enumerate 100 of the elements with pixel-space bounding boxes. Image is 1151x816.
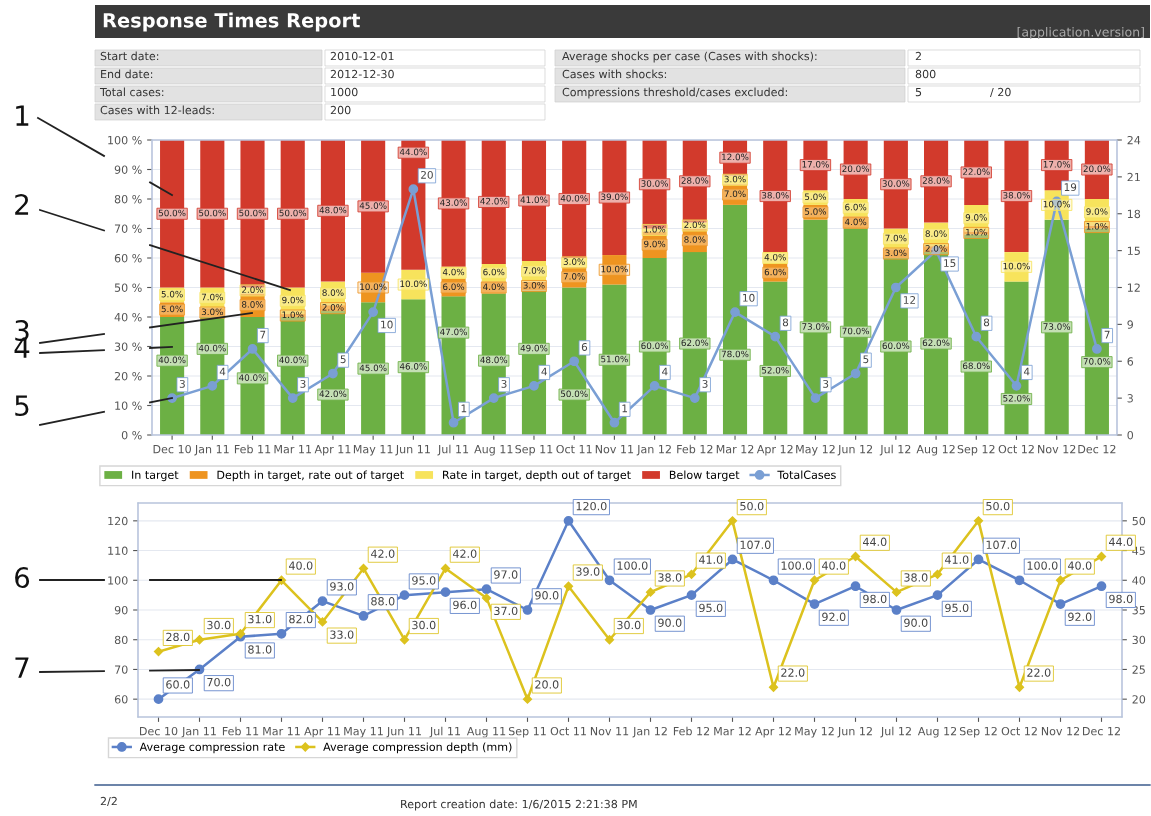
text: Start date: xyxy=(100,51,159,61)
data-label: 17.0% xyxy=(802,161,829,168)
text: 200 xyxy=(330,105,351,115)
text: 800 xyxy=(915,69,936,79)
y2-tick-label: 20 xyxy=(1132,695,1146,704)
data-label: 28.0% xyxy=(681,177,709,184)
data-label: 60.0% xyxy=(882,342,910,350)
data-label: 51.0% xyxy=(601,355,628,363)
data-label: 20.0% xyxy=(1083,165,1111,173)
data-label: 8.0% xyxy=(242,301,264,308)
x-tick-label: Jan 12 xyxy=(636,444,671,456)
data-label: 15 xyxy=(944,259,956,268)
data-label: 92.0 xyxy=(822,612,846,621)
y-tick-label: 120 xyxy=(108,516,128,526)
data-label: 73.0% xyxy=(1043,323,1071,330)
data-label: 5.0% xyxy=(805,193,827,201)
data-label: 49.0% xyxy=(520,344,548,352)
x-tick-label: Jun 12 xyxy=(837,726,872,738)
y-tick-label: 10 % xyxy=(115,401,142,410)
data-label: 3 xyxy=(702,379,708,388)
data-label: 30.0 xyxy=(617,620,641,630)
data-label: 93.0 xyxy=(330,582,354,591)
text: 5 xyxy=(915,87,922,97)
data-label: 22.0 xyxy=(781,668,805,677)
y-tick-label: 100 % xyxy=(108,135,142,145)
y-tick-label: 80 xyxy=(114,635,128,645)
x-tick-label: Apr 12 xyxy=(755,726,791,738)
y-tick-label: 90 xyxy=(114,605,128,615)
y2-tick-label: 3 xyxy=(1127,394,1133,403)
data-label: 107.0 xyxy=(986,540,1017,549)
text: 2 xyxy=(915,51,921,61)
data-label: 9.0% xyxy=(282,296,304,304)
data-label: 10.0% xyxy=(400,280,427,288)
data-label: 6.0% xyxy=(483,268,505,276)
data-label: 9.0% xyxy=(644,240,666,248)
x-tick-label: Aug 11 xyxy=(466,727,506,738)
data-label: 12 xyxy=(903,296,916,304)
legend-label: Below target xyxy=(669,470,740,482)
x-tick-label: Mar 12 xyxy=(716,444,754,454)
data-label: 7 xyxy=(260,330,266,339)
data-label: 38.0 xyxy=(904,573,928,582)
data-label: 40.0% xyxy=(279,356,307,364)
data-label: 100.0 xyxy=(781,561,812,570)
data-label: 42.0% xyxy=(319,390,347,398)
data-label: 20.0% xyxy=(842,165,870,173)
y-tick-label: 50 % xyxy=(114,283,142,292)
data-label: 41.0 xyxy=(698,555,723,564)
y2-tick-label: 18 xyxy=(1127,209,1141,219)
data-label: 42.0 xyxy=(370,549,395,558)
y2-tick-label: 0 xyxy=(1127,430,1134,440)
data-label: 4 xyxy=(662,367,668,376)
x-tick-label: Jun 11 xyxy=(386,727,421,738)
text: 2/2 xyxy=(100,796,117,807)
x-tick-label: Sep 11 xyxy=(515,444,553,456)
data-label: 96.0 xyxy=(453,600,477,610)
data-label: 95.0 xyxy=(412,576,436,585)
x-tick-label: Mar 12 xyxy=(714,726,751,736)
text: Total cases: xyxy=(99,87,164,97)
data-label: 70.0% xyxy=(842,327,870,335)
data-label: 82.0 xyxy=(289,614,313,624)
data-label: 31.0 xyxy=(248,614,272,624)
y-tick-label: 60 xyxy=(114,695,128,704)
data-label: 90.0 xyxy=(658,618,682,627)
data-label: 19 xyxy=(1064,183,1077,192)
x-tick-label: May 12 xyxy=(795,726,834,738)
y2-tick-label: 21 xyxy=(1127,172,1140,182)
data-label: 1 xyxy=(461,404,467,413)
text: 2010-12-01 xyxy=(330,51,394,61)
data-label: 50.0% xyxy=(199,209,226,217)
y-tick-label: 70 xyxy=(115,665,128,674)
x-tick-label: Jul 12 xyxy=(879,444,911,456)
x-tick-label: Jan 11 xyxy=(181,727,216,738)
data-label: 88.0 xyxy=(371,597,395,606)
data-label: 62.0% xyxy=(681,339,709,347)
text: 6 xyxy=(15,567,30,589)
data-label: 28.0 xyxy=(166,632,190,642)
x-tick-label: Feb 11 xyxy=(222,726,259,736)
x-tick-label: Feb 12 xyxy=(677,444,713,454)
data-label: 37.0 xyxy=(494,606,518,616)
text: 2 xyxy=(15,194,29,215)
data-label: 8 xyxy=(983,318,990,327)
text: End date: xyxy=(101,69,153,79)
x-tick-label: Mar 11 xyxy=(263,727,300,736)
x-tick-label: Jul 11 xyxy=(429,726,461,738)
data-label: 42.0 xyxy=(452,549,477,558)
y-tick-label: 90 % xyxy=(114,165,142,174)
data-label: 10.0% xyxy=(360,283,387,291)
x-tick-label: Sep 12 xyxy=(959,726,997,738)
data-label: 1.0% xyxy=(1086,222,1108,230)
data-label: 22.0% xyxy=(963,168,990,175)
y2-tick-label: 9 xyxy=(1127,320,1134,329)
data-label: 73.0% xyxy=(802,323,829,330)
legend-label: Depth in target, rate out of target xyxy=(217,470,404,482)
data-label: 60.0 xyxy=(166,680,190,689)
data-label: 5.0% xyxy=(805,208,827,215)
x-tick-label: Dec 12 xyxy=(1083,726,1120,736)
y2-tick-label: 12 xyxy=(1127,283,1140,292)
data-label: 44.0% xyxy=(399,148,427,156)
data-label: 40.0% xyxy=(158,356,186,364)
data-label: 40.0% xyxy=(239,374,266,381)
